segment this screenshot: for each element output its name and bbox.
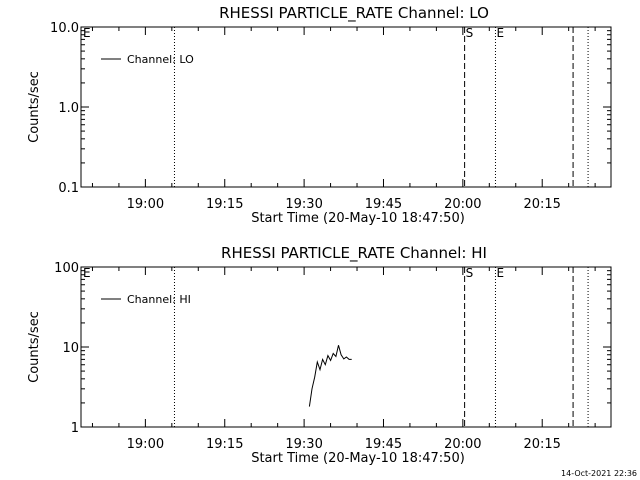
x-tick-label: 19:45: [365, 197, 402, 212]
y-tick-label: 1.0: [58, 101, 79, 116]
x-tick-label: 19:15: [206, 197, 243, 212]
x-axis-label: Start Time (20-May-10 18:47:50): [251, 211, 465, 226]
event-line-label: S: [466, 26, 474, 40]
legend-label: Channel: HI: [127, 293, 191, 306]
panel-1: RHESSI PARTICLE_RATE Channel: LO 0.1 1.0 10…: [27, 4, 612, 226]
y-tick-label: 0.1: [58, 181, 79, 196]
x-tick-label: 19:15: [206, 437, 243, 452]
footer-timestamp: 14-Oct-2021 22:36: [561, 469, 637, 478]
x-tick-label: 20:15: [523, 437, 560, 452]
corner-mark: E: [83, 26, 91, 40]
event-line-label: S: [466, 266, 474, 280]
x-tick-label: 19:30: [285, 437, 322, 452]
x-axis-label: Start Time (20-May-10 18:47:50): [251, 451, 465, 466]
y-axis-label: Counts/sec: [27, 311, 42, 383]
event-line-label: E: [496, 26, 504, 40]
y-tick-label: 10.0: [50, 21, 79, 36]
legend-label: Channel: LO: [127, 53, 194, 66]
chart-title: RHESSI PARTICLE_RATE Channel: LO: [219, 4, 489, 23]
y-tick-label: 100: [54, 261, 79, 276]
x-tick-label: 20:15: [523, 197, 560, 212]
series-line: [308, 345, 352, 407]
corner-mark: E: [83, 266, 91, 280]
x-tick-label: 19:00: [127, 437, 164, 452]
x-tick-label: 19:30: [285, 197, 322, 212]
y-tick-label: 10: [62, 341, 79, 356]
x-tick-label: 20:00: [444, 437, 481, 452]
y-tick-label: 1: [71, 421, 79, 436]
x-tick-label: 19:45: [365, 437, 402, 452]
x-tick-label: 20:00: [444, 197, 481, 212]
plot-frame: [80, 266, 612, 428]
chart-title: RHESSI PARTICLE_RATE Channel: HI: [221, 244, 487, 263]
x-tick-label: 19:00: [127, 197, 164, 212]
panel-2: RHESSI PARTICLE_RATE Channel: HI 1 10 100 19…: [27, 244, 612, 466]
y-axis-label: Counts/sec: [27, 71, 42, 143]
plot-frame: [80, 26, 612, 188]
event-line-label: E: [496, 266, 504, 280]
